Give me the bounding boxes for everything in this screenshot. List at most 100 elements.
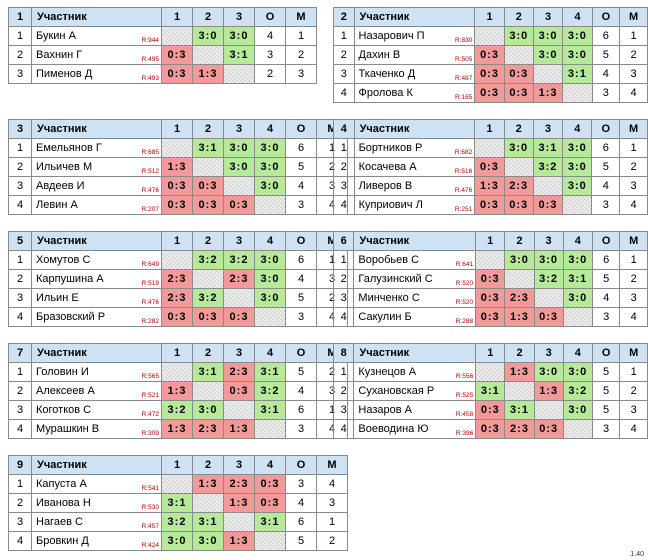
row-index: 2 [8, 269, 32, 289]
points-cell: 3 [254, 45, 286, 65]
rating-label: R:512 [141, 168, 159, 175]
row-index: 4 [332, 307, 355, 327]
participant-name[interactable]: Косачева А [358, 161, 417, 173]
score-cell: 3:2 [533, 269, 564, 289]
table-row: 2 Алексеев А R:521 1:3 0:3 3:2 4 3 [8, 381, 348, 401]
participant-cell: Ильичев М R:512 [31, 157, 162, 177]
row-index: 4 [8, 195, 32, 215]
column-header: О [591, 119, 621, 139]
participant-name[interactable]: Капуста А [36, 478, 87, 490]
participant-name[interactable]: Галузинский С [358, 273, 433, 285]
points-cell: 3 [591, 419, 621, 439]
participant-name[interactable]: Кузнецов А [358, 366, 417, 378]
participant-name[interactable]: Емельянов Г [36, 142, 102, 154]
column-header: 2 [504, 231, 535, 251]
participant-name[interactable]: Бортников Р [358, 142, 423, 154]
self-match-cell [562, 419, 593, 439]
participant-name[interactable]: Ткаченко Д [358, 68, 416, 80]
self-match-cell [192, 269, 224, 289]
participant-name[interactable]: Авдеев И [36, 180, 85, 192]
group-number: 1 [8, 7, 32, 27]
row-index: 4 [8, 307, 32, 327]
table-row: 4 Бразовский Р R:282 0:3 0:3 0:3 3 4 [8, 307, 348, 327]
points-cell: 2 [254, 64, 286, 84]
participant-name[interactable]: Иванова Н [36, 497, 91, 509]
participant-name[interactable]: Головин И [36, 366, 89, 378]
points-cell: 3 [285, 419, 317, 439]
score-cell: 0:3 [475, 288, 506, 308]
row-index: 2 [333, 157, 355, 177]
participant-name[interactable]: Карпушина А [36, 273, 104, 285]
participant-name[interactable]: Нагаев С [36, 516, 83, 528]
group-number: 5 [8, 231, 32, 251]
participant-cell: Головин И R:565 [31, 362, 162, 382]
participant-name[interactable]: Ливеров В [358, 180, 413, 192]
self-match-cell [192, 493, 224, 513]
table-row: 2 Дахин В R:505 0:3 3:0 3:0 5 2 [333, 45, 648, 65]
score-cell: 0:3 [503, 195, 534, 215]
table-row: 4 Воеводина Ю R:396 0:3 2:3 0:3 3 4 [332, 419, 648, 439]
column-header: М [619, 7, 648, 27]
participant-name[interactable]: Воробьев С [358, 254, 420, 266]
column-header: 3 [532, 7, 564, 27]
score-cell: 0:3 [474, 64, 505, 84]
score-cell: 0:3 [503, 64, 534, 84]
participant-name[interactable]: Сухановская Р [358, 385, 435, 397]
row-index: 1 [8, 250, 32, 270]
score-cell: 0:3 [192, 195, 224, 215]
self-match-cell [474, 26, 505, 46]
table-row: 3 Коготков С R:472 3:2 3:0 3:1 6 1 [8, 400, 348, 420]
participant-name[interactable]: Хомутов С [36, 254, 91, 266]
participant-name[interactable]: Алексеев А [36, 385, 95, 397]
participant-name[interactable]: Вахнин Г [36, 49, 83, 61]
participant-cell: Назаров А R:458 [353, 400, 477, 420]
self-match-cell [254, 195, 286, 215]
table-row: 3 Пименов Д R:493 0:3 1:3 2 3 [8, 64, 317, 84]
column-header: 1 [474, 119, 505, 139]
participant-name[interactable]: Ильичев М [36, 161, 93, 173]
header-row: 6 Участник 1 2 3 4 О М [332, 231, 648, 251]
participant-name[interactable]: Куприович Л [358, 199, 423, 211]
table-row: 1 Хомутов С R:649 3:2 3:2 3:0 6 1 [8, 250, 348, 270]
participant-name[interactable]: Минченко С [358, 292, 420, 304]
participant-cell: Ильин Е R:476 [31, 288, 162, 308]
table-row: 2 Карпушина А R:519 2:3 2:3 3:0 4 3 [8, 269, 348, 289]
participant-name[interactable]: Бровкин Д [36, 535, 89, 547]
score-cell: 0:3 [161, 45, 193, 65]
column-header: 4 [562, 343, 593, 363]
score-cell: 3:0 [562, 45, 593, 65]
participant-name[interactable]: Фролова К [358, 87, 413, 99]
score-cell: 0:3 [474, 157, 505, 177]
table-row: 3 Ильин Е R:476 2:3 3:2 3:0 5 2 [8, 288, 348, 308]
participant-name[interactable]: Левин А [36, 199, 78, 211]
row-index: 2 [8, 493, 32, 513]
participant-name[interactable]: Дахин В [358, 49, 401, 61]
score-cell: 3:1 [254, 512, 286, 532]
points-cell: 5 [591, 400, 621, 420]
row-index: 3 [332, 288, 355, 308]
participant-name[interactable]: Коготков С [36, 404, 92, 416]
score-cell: 3:1 [562, 64, 593, 84]
participant-name[interactable]: Пименов Д [36, 68, 93, 80]
participant-name[interactable]: Назаров А [358, 404, 412, 416]
participant-name[interactable]: Мурашкин В [36, 423, 100, 435]
participant-cell: Галузинский С R:520 [353, 269, 477, 289]
column-header: 1 [161, 231, 193, 251]
column-header: 2 [504, 343, 535, 363]
self-match-cell [504, 269, 535, 289]
participant-name[interactable]: Воеводина Ю [358, 423, 429, 435]
participant-name[interactable]: Сакулин Б [358, 311, 412, 323]
score-cell: 3:1 [254, 362, 286, 382]
participant-cell: Авдеев И R:476 [31, 176, 162, 196]
score-cell: 3:0 [254, 157, 286, 177]
column-header: О [285, 343, 317, 363]
participant-cell: Коготков С R:472 [31, 400, 162, 420]
points-cell: 4 [285, 381, 317, 401]
participant-name[interactable]: Назарович П [358, 30, 425, 42]
participant-name[interactable]: Ильин Е [36, 292, 79, 304]
participant-name[interactable]: Бразовский Р [36, 311, 106, 323]
participant-name[interactable]: Букин А [36, 30, 76, 42]
self-match-cell [223, 176, 255, 196]
participant-cell: Букин А R:944 [31, 26, 162, 46]
participant-cell: Хомутов С R:649 [31, 250, 162, 270]
